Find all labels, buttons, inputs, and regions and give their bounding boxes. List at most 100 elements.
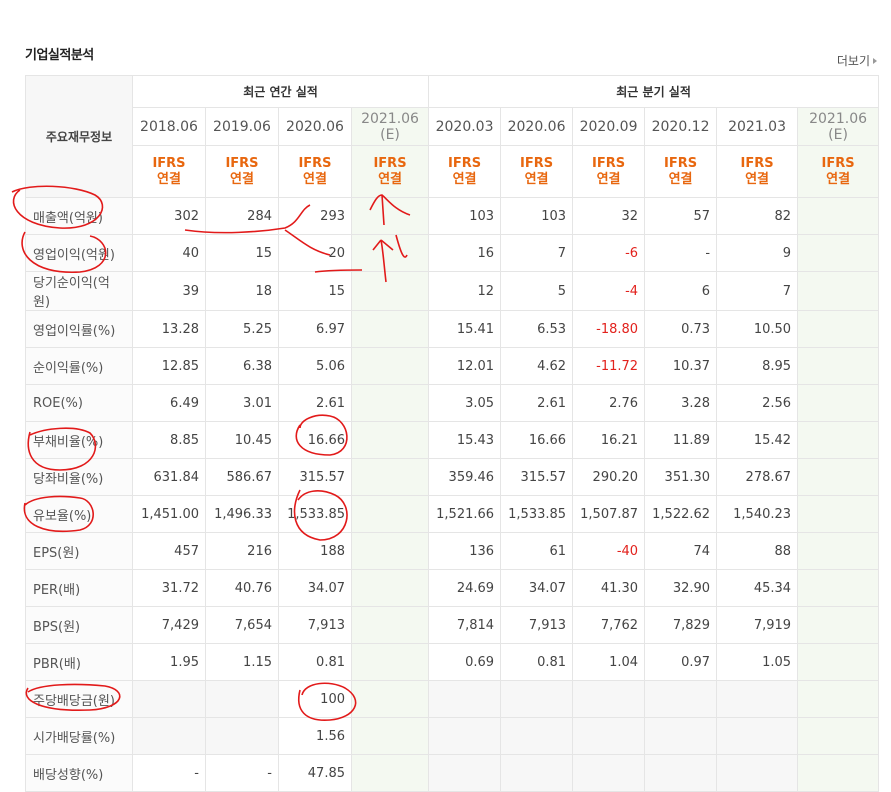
cell: [428, 754, 502, 792]
cell: [797, 271, 880, 311]
cell: 351.30: [644, 458, 718, 496]
cell: 7: [500, 234, 574, 272]
cell: [350, 347, 430, 385]
basis: 연결: [524, 171, 549, 187]
cell: 15: [205, 234, 279, 272]
cell: [644, 754, 718, 792]
cell: [350, 421, 430, 459]
cell: 0.69: [428, 643, 502, 681]
period-header: 2018.06: [132, 107, 206, 146]
more-link[interactable]: 더보기: [837, 52, 877, 69]
period: 2020.12: [651, 118, 710, 135]
cell: 290.20: [572, 458, 646, 496]
cell: 315.57: [500, 458, 574, 496]
cell: 1.56: [278, 717, 352, 755]
cell: -: [644, 234, 718, 272]
cell: 9: [716, 234, 799, 272]
cell: 88: [716, 532, 799, 570]
row-label: 배당성향(%): [25, 754, 133, 792]
cell: 16.66: [278, 421, 352, 459]
cell: 40.76: [205, 569, 279, 607]
standard-header: IFRS 연결: [132, 145, 206, 198]
cell: 31.72: [132, 569, 206, 607]
cell: [500, 717, 574, 755]
cell: 10.37: [644, 347, 718, 385]
cell: 2.61: [500, 384, 574, 422]
cell: 359.46: [428, 458, 502, 496]
cell: 1,507.87: [572, 495, 646, 533]
cell: 15.42: [716, 421, 799, 459]
period: 2019.06: [213, 118, 271, 135]
data-row: 영업이익(억원) 40 15 20 16 7 -6-9: [25, 234, 880, 272]
cell: [797, 754, 880, 792]
standard: IFRS: [592, 155, 626, 171]
period: 2021.03: [728, 118, 786, 135]
row-label: PER(배): [25, 569, 133, 607]
cell: -11.72: [572, 347, 646, 385]
data-row: BPS(원) 7,429 7,654 7,913 7,814 7,913 7,762 7,82…: [25, 606, 880, 644]
cell: [797, 606, 880, 644]
row-label: PBR(배): [25, 643, 133, 681]
basis: 연결: [230, 171, 254, 187]
standard: IFRS: [821, 155, 855, 171]
basis: 연결: [157, 171, 181, 187]
cell: [132, 680, 206, 718]
cell: [797, 643, 880, 681]
basis: 연결: [378, 171, 402, 187]
period-header: 2020.03: [428, 107, 502, 146]
row-label: 순이익률(%): [25, 347, 133, 385]
period: 2020.06: [286, 118, 344, 135]
period-header: 2020.06: [500, 107, 574, 146]
row-label: 시가배당률(%): [25, 717, 133, 755]
cell: [797, 310, 880, 348]
cell: [572, 680, 646, 718]
cell: 1.15: [205, 643, 279, 681]
cell: [644, 717, 718, 755]
cell: 57: [644, 197, 718, 235]
standard: IFRS: [298, 155, 332, 171]
cell: 284: [205, 197, 279, 235]
cell: 2.56: [716, 384, 799, 422]
cell: [205, 680, 279, 718]
cell: 7: [716, 271, 799, 311]
cell: [797, 495, 880, 533]
cell: [797, 421, 880, 459]
cell: 2.61: [278, 384, 352, 422]
row-label: 당기순이익(억원): [25, 271, 133, 311]
cell: 24.69: [428, 569, 502, 607]
cell: 16: [428, 234, 502, 272]
data-row: 매출액(억원) 302 284 293 103 103 32 57 82: [25, 197, 880, 235]
cell: 32.90: [644, 569, 718, 607]
cell: 6.49: [132, 384, 206, 422]
cell: 1.95: [132, 643, 206, 681]
row-label: ROE(%): [25, 384, 133, 422]
cell: 5.25: [205, 310, 279, 348]
cell: -4: [572, 271, 646, 311]
basis: 연결: [596, 171, 621, 187]
cell: [132, 717, 206, 755]
cell: [797, 680, 880, 718]
cell: [350, 234, 430, 272]
period: 2021.06: [809, 110, 868, 127]
cell: -: [132, 754, 206, 792]
row-label: 영업이익률(%): [25, 310, 133, 348]
cell: 7,654: [205, 606, 279, 644]
header-row: 2018.06 2019.06 2020.06 2021.06 (E) 2020.03 20…: [26, 107, 880, 146]
cell: [797, 384, 880, 422]
standard: IFRS: [448, 155, 482, 171]
standard-header: IFRS 연결: [350, 145, 430, 198]
estimate-mark: (E): [380, 126, 400, 143]
cell: [716, 754, 799, 792]
cell: [797, 717, 880, 755]
cell: 16.21: [572, 421, 646, 459]
cell: 15.41: [428, 310, 502, 348]
cell: [716, 717, 799, 755]
cell: 32: [572, 197, 646, 235]
standard: IFRS: [152, 155, 186, 171]
cell: [572, 754, 646, 792]
row-label: BPS(원): [25, 606, 133, 644]
data-row: PER(배) 31.72 40.76 34.07 24.69 34.07 41.30 32.9…: [25, 569, 880, 607]
cell: 136: [428, 532, 502, 570]
cell: [797, 234, 880, 272]
cell: 6.97: [278, 310, 352, 348]
